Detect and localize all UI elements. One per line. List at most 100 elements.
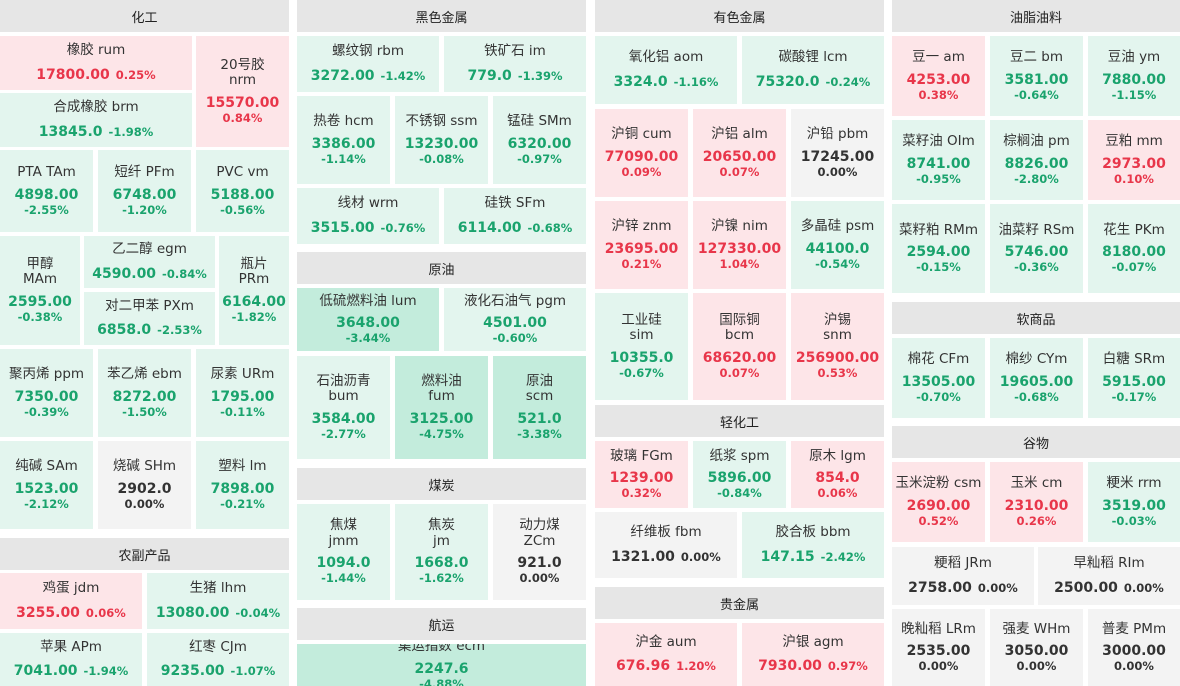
tile-pgm[interactable]: 液化石油气 pgm 4501.00 -0.60% (444, 288, 586, 351)
tile-wrm[interactable]: 线材 wrm 3515.00 -0.76% (297, 188, 439, 244)
tile-values: 8180.00 -0.07% (1102, 244, 1166, 274)
tile-price: 7880.00 (1102, 71, 1166, 88)
tile-snm[interactable]: 沪锡 snm 256900.00 0.53% (791, 293, 884, 400)
tile-change: -0.03% (1111, 513, 1157, 528)
tile-name: 花生 PKm (1103, 221, 1165, 238)
section-header-agri: 农副产品 (0, 538, 289, 570)
tile-sam[interactable]: 纯碱 SAm 1523.00 -2.12% (0, 441, 93, 529)
tile-name: 瓶片 PRm (239, 256, 270, 288)
tile-srm[interactable]: 白糖 SRm 5915.00 -0.17% (1088, 338, 1180, 418)
tile-am[interactable]: 豆一 am 4253.00 0.38% (892, 36, 985, 116)
tile-bbm[interactable]: 胶合板 bbm 147.15 -2.42% (742, 512, 884, 578)
tile-bm[interactable]: 豆二 bm 3581.00 -0.64% (990, 36, 1083, 116)
tile-price: 2690.00 (906, 497, 971, 514)
tile-fbm[interactable]: 纤维板 fbm 1321.00 0.00% (595, 512, 737, 578)
tile-znm[interactable]: 沪锌 znm 23695.00 0.21% (595, 201, 688, 289)
tile-price: 2247.6 (414, 660, 469, 677)
tile-spm[interactable]: 纸浆 spm 5896.00 -0.84% (693, 441, 786, 508)
tile-rim[interactable]: 早籼稻 RIm 2500.00 0.00% (1038, 547, 1180, 605)
tile-cym[interactable]: 棉纱 CYm 19605.00 -0.68% (990, 338, 1083, 418)
tile-psm[interactable]: 多晶硅 psm 44100.0 -0.54% (791, 201, 884, 289)
tile-nim[interactable]: 沪镍 nim 127330.00 1.04% (693, 201, 786, 289)
tile-scm[interactable]: 原油 scm 521.0 -3.38% (493, 356, 586, 459)
tile-ecm[interactable]: 集运指数 ecm 2247.6 -4.88% (297, 644, 586, 686)
tile-lm[interactable]: 塑料 lm 7898.00 -0.21% (196, 441, 289, 529)
tile-cum[interactable]: 沪铜 cum 77090.00 0.09% (595, 109, 688, 197)
tile-ym[interactable]: 豆油 ym 7880.00 -1.15% (1088, 36, 1180, 116)
tile-values: 2535.00 0.00% (907, 643, 971, 673)
tile-ebm[interactable]: 苯乙烯 ebm 8272.00 -1.50% (98, 349, 191, 437)
tile-aom[interactable]: 氧化铝 aom 3324.0 -1.16% (595, 36, 737, 104)
tile-rum[interactable]: 橡胶 rum 17800.00 0.25% (0, 36, 192, 90)
tile-values: 3386.00 -1.14% (312, 136, 376, 166)
tile-cm[interactable]: 玉米 cm 2310.00 0.26% (990, 462, 1083, 542)
tile-values: 4253.00 0.38% (907, 72, 971, 102)
tile-smm[interactable]: 锰硅 SMm 6320.00 -0.97% (493, 96, 586, 184)
tile-lgm[interactable]: 原木 lgm 854.0 0.06% (791, 441, 884, 508)
tile-pkm[interactable]: 花生 PKm 8180.00 -0.07% (1088, 204, 1180, 293)
tile-values: 3648.00 -3.44% (336, 315, 400, 345)
tile-name: 集运指数 ecm (397, 644, 486, 655)
tile-lhm[interactable]: 生猪 lhm 13080.00 -0.04% (147, 573, 289, 629)
tile-pbm[interactable]: 沪铅 pbm 17245.00 0.00% (791, 109, 884, 197)
tile-rrm[interactable]: 粳米 rrm 3519.00 -0.03% (1088, 462, 1180, 542)
tile-ssm[interactable]: 不锈钢 ssm 13230.00 -0.08% (395, 96, 488, 184)
tile-pxm[interactable]: 对二甲苯 PXm 6858.0 -2.53% (84, 292, 215, 345)
tile-rmm[interactable]: 菜籽粕 RMm 2594.00 -0.15% (892, 204, 985, 293)
tile-fgm[interactable]: 玻璃 FGm 1239.00 0.32% (595, 441, 688, 508)
tile-price: 15570.00 (205, 94, 280, 111)
tile-apm[interactable]: 苹果 APm 7041.00 -1.94% (0, 633, 142, 686)
tile-rsm[interactable]: 油菜籽 RSm 5746.00 -0.36% (990, 204, 1083, 293)
tile-sim[interactable]: 工业硅 sim 10355.0 -0.67% (595, 293, 688, 400)
tile-pm[interactable]: 棕榈油 pm 8826.00 -2.80% (990, 120, 1083, 200)
tile-change: 0.00% (1016, 659, 1057, 674)
tile-fum[interactable]: 燃料油 fum 3125.00 -4.75% (395, 356, 488, 459)
tile-change: -0.68% (1014, 389, 1059, 404)
tile-bcm[interactable]: 国际铜 bcm 68620.00 0.07% (693, 293, 786, 400)
tile-name: 纤维板 fbm (630, 524, 702, 541)
tile-sfm[interactable]: 硅铁 SFm 6114.00 -0.68% (444, 188, 586, 244)
tile-mam[interactable]: 甲醇 MAm 2595.00 -0.38% (0, 236, 80, 345)
tile-mm[interactable]: 豆粕 mm 2973.00 0.10% (1088, 120, 1180, 200)
tile-price: 8826.00 (1004, 155, 1069, 172)
tile-rbm[interactable]: 螺纹钢 rbm 3272.00 -1.42% (297, 36, 439, 92)
section-header-chem: 化工 (0, 0, 289, 32)
tile-bum[interactable]: 石油沥青 bum 3584.00 -2.77% (297, 356, 390, 459)
tile-olm[interactable]: 菜籽油 OIm 8741.00 -0.95% (892, 120, 985, 200)
tile-shm[interactable]: 烧碱 SHm 2902.0 0.00% (98, 441, 191, 529)
tile-lum[interactable]: 低硫燃料油 lum 3648.00 -3.44% (297, 288, 439, 351)
tile-ppm[interactable]: 聚丙烯 ppm 7350.00 -0.39% (0, 349, 93, 437)
tile-name: 烧碱 SHm (112, 458, 177, 475)
tile-alm[interactable]: 沪铝 alm 20650.00 0.07% (693, 109, 786, 197)
tile-price: 3050.00 (1004, 643, 1069, 660)
tile-name: 豆油 ym (1107, 49, 1161, 66)
tile-nrm[interactable]: 20号胶 nrm 15570.00 0.84% (196, 36, 289, 147)
tile-change: 0.00% (1123, 580, 1164, 595)
tile-zcm[interactable]: 动力煤 ZCm 921.0 0.00% (493, 504, 586, 600)
tile-aum[interactable]: 沪金 aum 676.96 1.20% (595, 623, 737, 686)
tile-egm[interactable]: 乙二醇 egm 4590.00 -0.84% (84, 236, 215, 288)
tile-jm[interactable]: 焦炭 jm 1668.0 -1.62% (395, 504, 488, 600)
tile-tam[interactable]: PTA TAm 4898.00 -2.55% (0, 150, 93, 232)
tile-jrm[interactable]: 粳稻 JRm 2758.00 0.00% (892, 547, 1034, 605)
tile-im[interactable]: 铁矿石 im 779.0 -1.39% (444, 36, 586, 92)
tile-jdm[interactable]: 鸡蛋 jdm 3255.00 0.06% (0, 573, 142, 629)
tile-hcm[interactable]: 热卷 hcm 3386.00 -1.14% (297, 96, 390, 184)
tile-lcm[interactable]: 碳酸锂 lcm 75320.0 -0.24% (742, 36, 884, 104)
tile-prm[interactable]: 瓶片 PRm 6164.00 -1.82% (219, 236, 289, 345)
section-header-oils: 油脂油料 (892, 0, 1180, 32)
tile-jmm[interactable]: 焦煤 jmm 1094.0 -1.44% (297, 504, 390, 600)
tile-whm[interactable]: 强麦 WHm 3050.00 0.00% (990, 609, 1083, 686)
tile-urm[interactable]: 尿素 URm 1795.00 -0.11% (196, 349, 289, 437)
tile-brm[interactable]: 合成橡胶 brm 13845.0 -1.98% (0, 93, 192, 147)
tile-agm[interactable]: 沪银 agm 7930.00 0.97% (742, 623, 884, 686)
tile-cfm[interactable]: 棉花 CFm 13505.00 -0.70% (892, 338, 985, 418)
tile-pfm[interactable]: 短纤 PFm 6748.00 -1.20% (98, 150, 191, 232)
tile-csm[interactable]: 玉米淀粉 csm 2690.00 0.52% (892, 462, 985, 542)
tile-cjm[interactable]: 红枣 CJm 9235.00 -1.07% (147, 633, 289, 686)
tile-values: 44100.0 -0.54% (806, 241, 870, 271)
tile-vm[interactable]: PVC vm 5188.00 -0.56% (196, 150, 289, 232)
tile-pmm[interactable]: 普麦 PMm 3000.00 0.00% (1088, 609, 1180, 686)
tile-price: 20650.00 (702, 148, 777, 165)
tile-lrm[interactable]: 晚籼稻 LRm 2535.00 0.00% (892, 609, 985, 686)
